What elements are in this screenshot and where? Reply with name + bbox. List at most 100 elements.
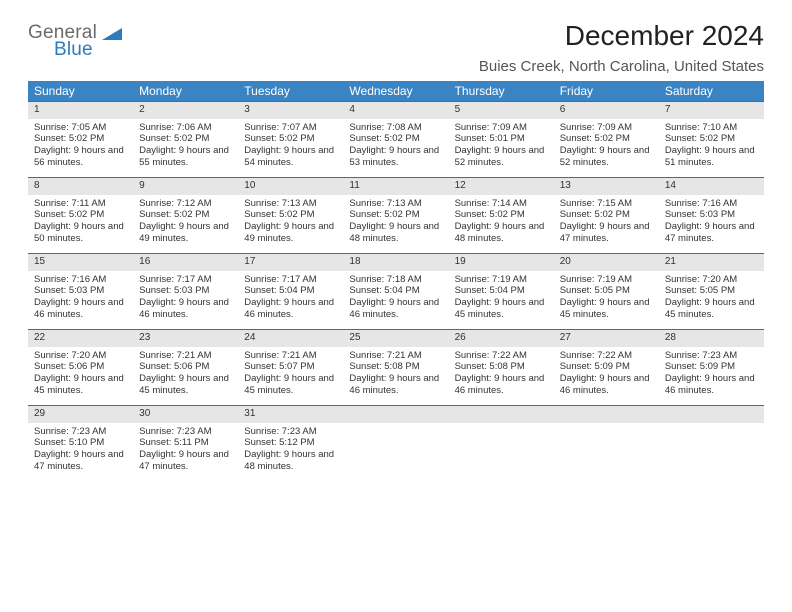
day-body: Sunrise: 7:20 AMSunset: 5:05 PMDaylight:…	[659, 271, 764, 330]
daylight-line: Daylight: 9 hours and 50 minutes.	[34, 221, 127, 245]
sunset-line: Sunset: 5:02 PM	[455, 209, 548, 221]
day-number: 16	[133, 254, 238, 271]
day-number: 7	[659, 102, 764, 119]
calendar-day-cell: 31Sunrise: 7:23 AMSunset: 5:12 PMDayligh…	[238, 406, 343, 482]
logo-text: General Blue	[28, 24, 97, 58]
day-body: Sunrise: 7:12 AMSunset: 5:02 PMDaylight:…	[133, 195, 238, 254]
daylight-line: Daylight: 9 hours and 46 minutes.	[665, 373, 758, 397]
calendar-day-cell: 9Sunrise: 7:12 AMSunset: 5:02 PMDaylight…	[133, 178, 238, 254]
weekday-header: Thursday	[449, 81, 554, 102]
daylight-line: Daylight: 9 hours and 45 minutes.	[665, 297, 758, 321]
day-number: 31	[238, 406, 343, 423]
month-title: December 2024	[479, 20, 764, 52]
day-number: 17	[238, 254, 343, 271]
daylight-line: Daylight: 9 hours and 54 minutes.	[244, 145, 337, 169]
sunset-line: Sunset: 5:02 PM	[349, 133, 442, 145]
logo-line2: Blue	[54, 41, 97, 58]
calendar-day-cell: 3Sunrise: 7:07 AMSunset: 5:02 PMDaylight…	[238, 102, 343, 178]
calendar-day-cell: 21Sunrise: 7:20 AMSunset: 5:05 PMDayligh…	[659, 254, 764, 330]
calendar-day-cell: 10Sunrise: 7:13 AMSunset: 5:02 PMDayligh…	[238, 178, 343, 254]
day-number: 2	[133, 102, 238, 119]
daylight-line: Daylight: 9 hours and 46 minutes.	[560, 373, 653, 397]
weekday-row: SundayMondayTuesdayWednesdayThursdayFrid…	[28, 81, 764, 102]
sunrise-line: Sunrise: 7:17 AM	[244, 274, 337, 286]
day-body-empty	[449, 423, 554, 463]
calendar-day-cell: 25Sunrise: 7:21 AMSunset: 5:08 PMDayligh…	[343, 330, 448, 406]
sunset-line: Sunset: 5:03 PM	[34, 285, 127, 297]
calendar-week-row: 1Sunrise: 7:05 AMSunset: 5:02 PMDaylight…	[28, 102, 764, 178]
day-number: 8	[28, 178, 133, 195]
day-number: 22	[28, 330, 133, 347]
sunset-line: Sunset: 5:06 PM	[34, 361, 127, 373]
sunset-line: Sunset: 5:04 PM	[244, 285, 337, 297]
day-number: 27	[554, 330, 659, 347]
day-number: 11	[343, 178, 448, 195]
day-number: 10	[238, 178, 343, 195]
day-number: 28	[659, 330, 764, 347]
sunrise-line: Sunrise: 7:18 AM	[349, 274, 442, 286]
sunrise-line: Sunrise: 7:17 AM	[139, 274, 232, 286]
sunset-line: Sunset: 5:02 PM	[244, 133, 337, 145]
sunset-line: Sunset: 5:12 PM	[244, 437, 337, 449]
day-body: Sunrise: 7:14 AMSunset: 5:02 PMDaylight:…	[449, 195, 554, 254]
day-body: Sunrise: 7:10 AMSunset: 5:02 PMDaylight:…	[659, 119, 764, 178]
day-number: 4	[343, 102, 448, 119]
calendar-day-cell: 14Sunrise: 7:16 AMSunset: 5:03 PMDayligh…	[659, 178, 764, 254]
calendar-day-cell	[449, 406, 554, 482]
sunrise-line: Sunrise: 7:19 AM	[560, 274, 653, 286]
daylight-line: Daylight: 9 hours and 53 minutes.	[349, 145, 442, 169]
sunset-line: Sunset: 5:08 PM	[349, 361, 442, 373]
day-body: Sunrise: 7:09 AMSunset: 5:01 PMDaylight:…	[449, 119, 554, 178]
sunrise-line: Sunrise: 7:07 AM	[244, 122, 337, 134]
day-number: 25	[343, 330, 448, 347]
day-number: 14	[659, 178, 764, 195]
day-number: 15	[28, 254, 133, 271]
calendar-day-cell: 20Sunrise: 7:19 AMSunset: 5:05 PMDayligh…	[554, 254, 659, 330]
calendar-head: SundayMondayTuesdayWednesdayThursdayFrid…	[28, 81, 764, 102]
day-number-empty	[343, 406, 448, 423]
day-body: Sunrise: 7:08 AMSunset: 5:02 PMDaylight:…	[343, 119, 448, 178]
sunset-line: Sunset: 5:07 PM	[244, 361, 337, 373]
daylight-line: Daylight: 9 hours and 46 minutes.	[349, 373, 442, 397]
sunrise-line: Sunrise: 7:06 AM	[139, 122, 232, 134]
calendar-day-cell: 12Sunrise: 7:14 AMSunset: 5:02 PMDayligh…	[449, 178, 554, 254]
day-number: 1	[28, 102, 133, 119]
calendar-day-cell: 5Sunrise: 7:09 AMSunset: 5:01 PMDaylight…	[449, 102, 554, 178]
sunset-line: Sunset: 5:05 PM	[665, 285, 758, 297]
daylight-line: Daylight: 9 hours and 48 minutes.	[455, 221, 548, 245]
sunset-line: Sunset: 5:04 PM	[349, 285, 442, 297]
daylight-line: Daylight: 9 hours and 47 minutes.	[665, 221, 758, 245]
daylight-line: Daylight: 9 hours and 46 minutes.	[455, 373, 548, 397]
calendar-day-cell: 22Sunrise: 7:20 AMSunset: 5:06 PMDayligh…	[28, 330, 133, 406]
sunset-line: Sunset: 5:02 PM	[34, 209, 127, 221]
daylight-line: Daylight: 9 hours and 46 minutes.	[349, 297, 442, 321]
day-body-empty	[554, 423, 659, 463]
calendar-day-cell: 8Sunrise: 7:11 AMSunset: 5:02 PMDaylight…	[28, 178, 133, 254]
day-number: 13	[554, 178, 659, 195]
sunrise-line: Sunrise: 7:09 AM	[560, 122, 653, 134]
day-body-empty	[343, 423, 448, 463]
day-body: Sunrise: 7:06 AMSunset: 5:02 PMDaylight:…	[133, 119, 238, 178]
calendar-day-cell: 16Sunrise: 7:17 AMSunset: 5:03 PMDayligh…	[133, 254, 238, 330]
day-number: 29	[28, 406, 133, 423]
daylight-line: Daylight: 9 hours and 47 minutes.	[560, 221, 653, 245]
day-number: 23	[133, 330, 238, 347]
day-body: Sunrise: 7:21 AMSunset: 5:06 PMDaylight:…	[133, 347, 238, 406]
sunset-line: Sunset: 5:02 PM	[139, 209, 232, 221]
day-body: Sunrise: 7:09 AMSunset: 5:02 PMDaylight:…	[554, 119, 659, 178]
day-number-empty	[659, 406, 764, 423]
day-body: Sunrise: 7:13 AMSunset: 5:02 PMDaylight:…	[343, 195, 448, 254]
location-text: Buies Creek, North Carolina, United Stat…	[479, 58, 764, 75]
sunset-line: Sunset: 5:03 PM	[139, 285, 232, 297]
day-body: Sunrise: 7:19 AMSunset: 5:05 PMDaylight:…	[554, 271, 659, 330]
calendar-table: SundayMondayTuesdayWednesdayThursdayFrid…	[28, 81, 764, 481]
daylight-line: Daylight: 9 hours and 47 minutes.	[34, 449, 127, 473]
sunrise-line: Sunrise: 7:14 AM	[455, 198, 548, 210]
day-body: Sunrise: 7:19 AMSunset: 5:04 PMDaylight:…	[449, 271, 554, 330]
sunrise-line: Sunrise: 7:23 AM	[244, 426, 337, 438]
sunset-line: Sunset: 5:10 PM	[34, 437, 127, 449]
day-number: 6	[554, 102, 659, 119]
calendar-week-row: 29 Sunrise: 7:23 AM Sunset: 5:10 PMDayligh…	[28, 406, 764, 482]
daylight-line: Daylight: 9 hours and 52 minutes.	[455, 145, 548, 169]
sunrise-line: Sunrise: 7:21 AM	[244, 350, 337, 362]
